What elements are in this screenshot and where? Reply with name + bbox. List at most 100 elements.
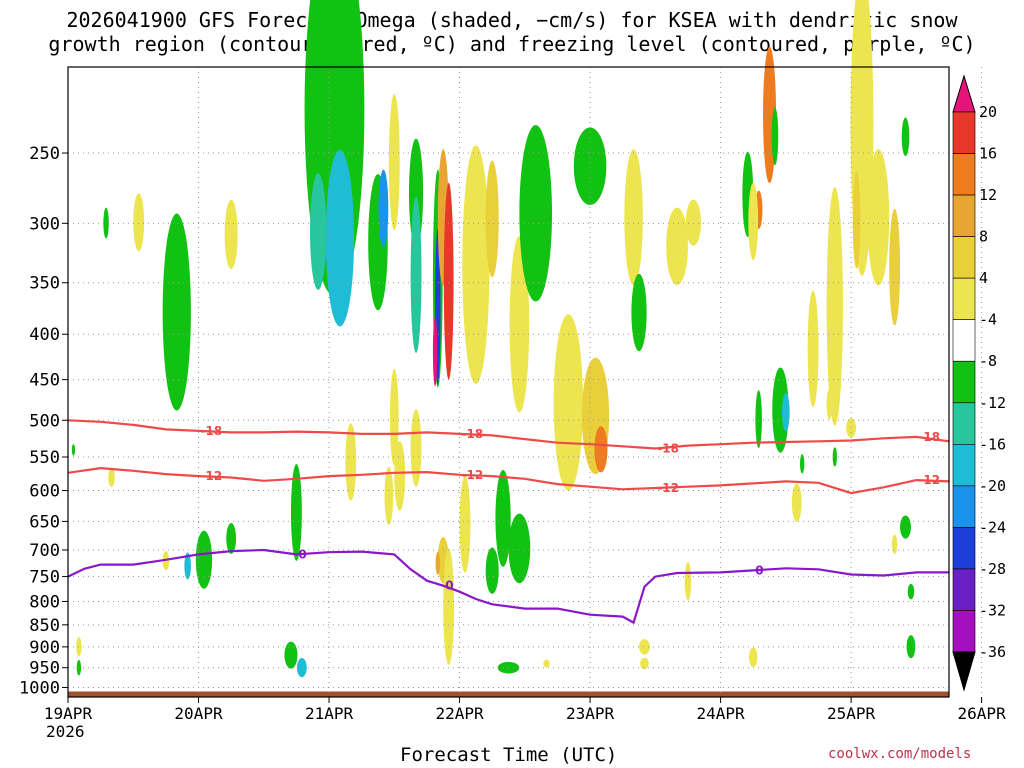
colorbar-box (952, 111, 976, 154)
y-tick-label: 650 (29, 512, 60, 532)
x-axis-title: Forecast Time (UTC) (400, 744, 618, 766)
omega-shade-blob (290, 463, 302, 561)
omega-shade-blob (443, 182, 454, 380)
colorbar-label: 20 (979, 103, 997, 121)
x-tick-label: 26APR (958, 704, 1007, 723)
colorbar-box (952, 277, 976, 320)
contour-label: 0 (755, 563, 763, 577)
colorbar-label: 12 (979, 186, 997, 204)
omega-shade-blob (71, 444, 76, 456)
omega-shade-blob (133, 193, 145, 252)
omega-shade-blob (889, 208, 901, 326)
omega-shade-blob (432, 316, 438, 387)
contour-label: -18 (462, 427, 484, 441)
contour-line (67, 419, 950, 450)
colorbar-label: -28 (979, 560, 1006, 578)
y-tick-label: 800 (29, 592, 60, 612)
colorbar-label: -16 (979, 435, 1006, 453)
x-tick-label: 24APR (697, 704, 746, 723)
omega-shade-blob (384, 466, 394, 525)
credit-link[interactable]: coolwx.com/models (828, 746, 972, 762)
omega-shade-blob (624, 149, 643, 286)
omega-shade-blob (748, 182, 759, 261)
omega-shade-blob (771, 107, 779, 166)
omega-shade-blob (389, 368, 399, 466)
colorbar-label: -36 (979, 643, 1006, 661)
contour-label: -12 (201, 469, 223, 483)
omega-shade-blob (394, 441, 406, 511)
omega-shade-blob (495, 469, 511, 567)
x-tick-label: 23APR (566, 704, 615, 723)
omega-shade-blob (852, 171, 861, 269)
y-tick-label: 350 (29, 274, 60, 294)
colorbar-box (952, 444, 976, 487)
omega-shade-blob (907, 583, 915, 600)
omega-shade-blob (799, 454, 805, 474)
y-tick-label: 250 (29, 144, 60, 164)
contour-label: -18 (918, 430, 940, 444)
colorbar-box (952, 527, 976, 570)
omega-shade-blob (108, 467, 115, 487)
omega-shade-blob (224, 199, 238, 270)
colorbar-box (952, 568, 976, 611)
y-tick-label: 550 (29, 448, 60, 468)
x-tick-label: 21APR (305, 704, 354, 723)
y-tick-label: 950 (29, 659, 60, 679)
omega-shade-blob (184, 552, 191, 580)
omega-shade-blob (509, 235, 530, 413)
colorbar-box (952, 610, 976, 653)
x-tick-label: 20APR (174, 704, 223, 723)
y-tick-label: 750 (29, 568, 60, 588)
colorbar-label: 8 (979, 228, 988, 246)
chart-title-line-1: 2026041900 GFS Forecast Omega (shaded, −… (66, 8, 958, 32)
plot-frame (67, 66, 950, 698)
omega-shade-blob (772, 367, 789, 453)
y-tick-label: 400 (29, 325, 60, 345)
omega-shade-blob (640, 657, 649, 670)
y-tick-label: 300 (29, 214, 60, 234)
colorbar-label: -8 (979, 352, 997, 370)
omega-shade-blob (508, 513, 531, 584)
omega-shade-blob (832, 447, 837, 467)
contour-label: -12 (918, 473, 940, 487)
contour-line (67, 548, 949, 625)
chart-title-line-2: growth region (contoured, red, ºC) and f… (48, 32, 976, 56)
colorbar-label: -12 (979, 394, 1006, 412)
omega-shade-blob (900, 515, 911, 539)
omega-shade-blob (296, 657, 307, 678)
omega-shade-blob (639, 639, 650, 655)
omega-shade-blob (685, 199, 702, 246)
omega-shade-blob (748, 647, 758, 667)
omega-shade-blob (891, 534, 898, 554)
omega-shade-blob (310, 173, 327, 290)
omega-shade-blob (807, 290, 819, 407)
contour-label: 0 (445, 579, 453, 593)
colorbar-label: -4 (979, 311, 997, 329)
omega-shade-blob (791, 483, 802, 522)
omega-shade-blob (826, 186, 843, 426)
terrain-ground (68, 691, 949, 697)
colorbar-label: -32 (979, 601, 1006, 619)
colorbar-label: -24 (979, 518, 1006, 536)
omega-shade-blob (165, 219, 188, 297)
contour-line (67, 466, 950, 495)
omega-shade-blob (410, 196, 422, 354)
omega-shade-blob (325, 149, 355, 327)
omega-shade-blob (462, 145, 490, 384)
omega-shade-blob (553, 314, 584, 491)
colorbar-bottom-arrow (952, 651, 976, 692)
colorbar-box (952, 194, 976, 237)
omega-shade-blob (782, 392, 790, 432)
y-tick-label: 850 (29, 616, 60, 636)
omega-shade-blob (485, 160, 499, 278)
colorbar-box (952, 319, 976, 362)
omega-shade-blob (103, 207, 109, 239)
omega-shade-blob (443, 548, 455, 665)
omega-shade-blob (388, 93, 400, 231)
colorbar-top-arrow (952, 74, 976, 113)
omega-shade-blob (345, 423, 357, 501)
omega-shade-blob (485, 547, 499, 594)
omega-shade-blob (594, 426, 608, 473)
x-tick-label: 19APR (44, 704, 93, 723)
